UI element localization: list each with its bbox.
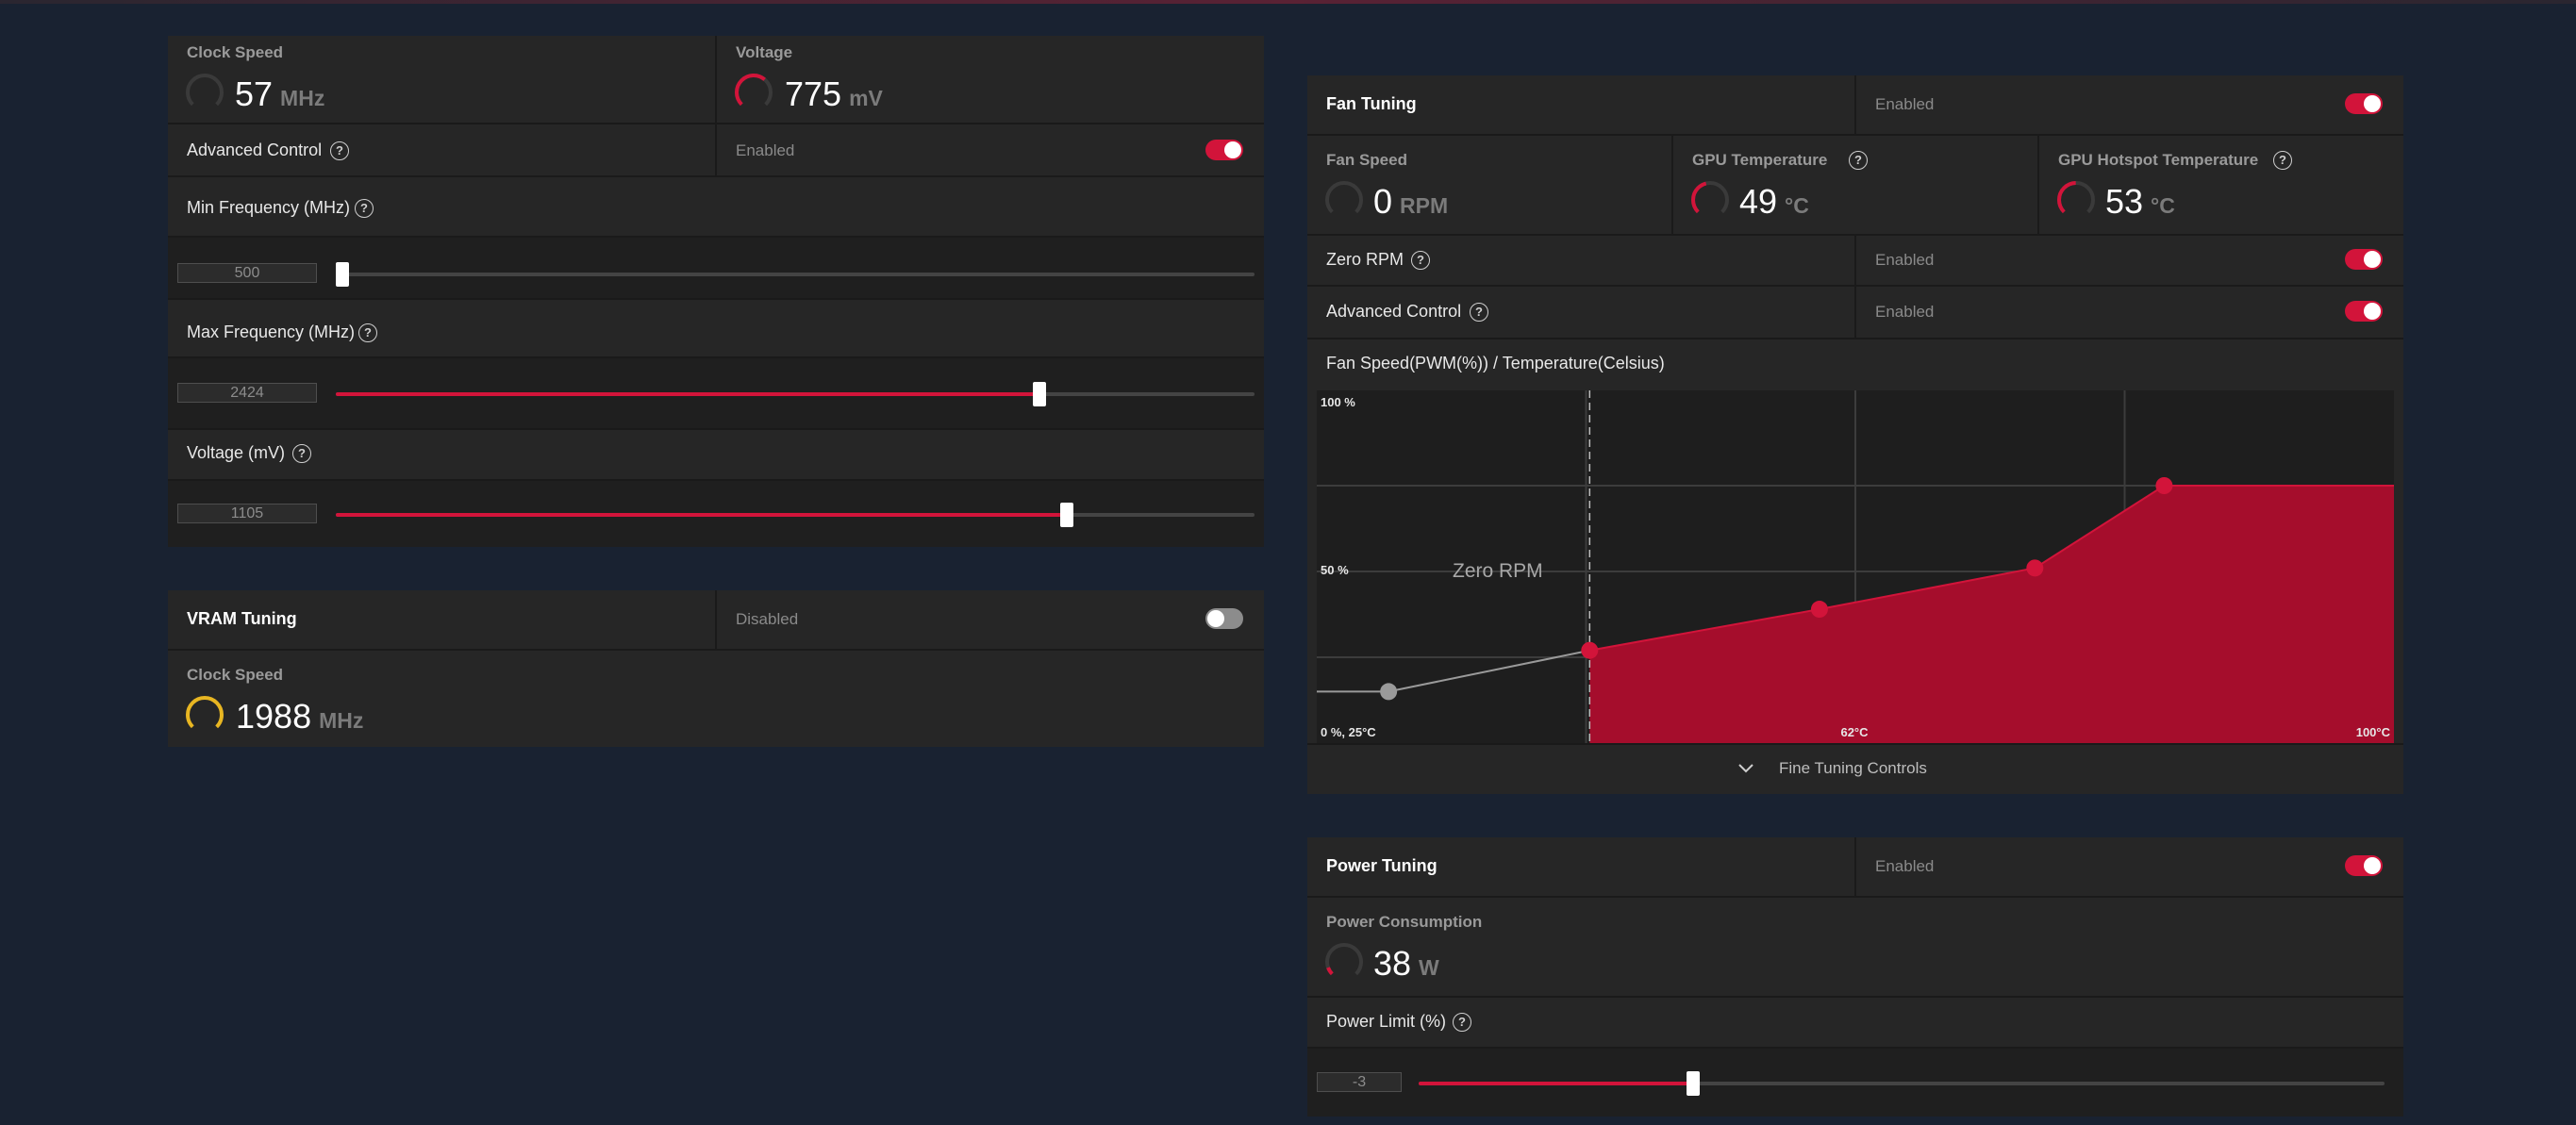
voltage-label: Voltage — [736, 43, 793, 61]
clock-speed-value: 57 MHz — [235, 74, 325, 113]
gpu-temperature-value: 49 °C — [1739, 182, 1809, 221]
vram-clock-gauge-icon — [186, 696, 224, 734]
voltage-control-input[interactable]: 1105 — [177, 504, 317, 523]
y-tick-label: 0 %, 25°C — [1321, 725, 1376, 739]
power-consumption-label: Power Consumption — [1326, 913, 1483, 931]
vram-clock-value: 1988 MHz — [236, 697, 364, 736]
zero-rpm-label: Zero RPM — [1326, 250, 1404, 269]
voltage-control-slider-thumb[interactable] — [1060, 503, 1074, 527]
power-limit-input[interactable]: -3 — [1317, 1072, 1402, 1092]
power-limit-label: Power Limit (%) — [1326, 1012, 1447, 1031]
power-tuning-toggle[interactable] — [2345, 855, 2383, 876]
voltage-control-label: Voltage (mV) — [187, 443, 286, 462]
curve-point[interactable] — [2155, 477, 2173, 494]
max-frequency-label: Max Frequency (MHz) — [187, 323, 356, 341]
advanced-control-status: Enabled — [736, 141, 795, 159]
power-tuning-panel: Power Tuning Enabled Power Consumption 3… — [1307, 837, 2403, 1117]
voltage-gauge-icon — [735, 74, 773, 111]
clock-speed-label: Clock Speed — [187, 43, 284, 61]
zero-rpm-toggle[interactable] — [2345, 249, 2383, 270]
min-frequency-slider-thumb[interactable] — [336, 262, 349, 287]
x-tick-label: 62°C — [1840, 725, 1869, 739]
max-frequency-help-icon[interactable]: ? — [358, 323, 377, 342]
voltage-control-help-icon[interactable]: ? — [292, 444, 311, 463]
fan-advanced-control-status: Enabled — [1875, 303, 1935, 321]
power-tuning-status: Enabled — [1875, 857, 1935, 875]
max-frequency-input[interactable]: 2424 — [177, 383, 317, 403]
min-frequency-help-icon[interactable]: ? — [355, 199, 374, 218]
zero-rpm-status: Enabled — [1875, 251, 1935, 269]
power-limit-help-icon[interactable]: ? — [1453, 1013, 1471, 1032]
advanced-control-label: Advanced Control — [187, 141, 323, 159]
fan-curve-chart[interactable]: 100 % 50 % 0 %, 25°C 62°C 100°C Zero RPM — [1307, 390, 2403, 743]
vram-tuning-toggle[interactable] — [1205, 608, 1243, 629]
voltage-control-fill — [336, 513, 1068, 517]
curve-point[interactable] — [1810, 601, 1828, 619]
fine-tuning-controls-button[interactable]: Fine Tuning Controls — [1779, 759, 1927, 777]
gpu-temperature-gauge-icon — [1691, 181, 1729, 219]
vram-clock-speed-label: Clock Speed — [187, 666, 284, 684]
min-frequency-input[interactable]: 500 — [177, 263, 317, 283]
advanced-control-help-icon[interactable]: ? — [330, 141, 349, 160]
clock-speed-gauge-icon — [186, 74, 224, 111]
chevron-down-icon[interactable] — [1737, 763, 1754, 774]
max-frequency-fill — [336, 392, 1040, 396]
vram-tuning-panel: VRAM Tuning Disabled Clock Speed 1988 MHz — [168, 590, 1264, 747]
min-frequency-label: Min Frequency (MHz) — [187, 198, 351, 217]
min-frequency-track[interactable] — [336, 273, 1255, 276]
gpu-tuning-panel: Clock Speed 57 MHz Voltage 775 mV Advanced… — [168, 36, 1264, 547]
vram-tuning-title: VRAM Tuning — [187, 609, 297, 628]
hotspot-temperature-label: GPU Hotspot Temperature — [2058, 151, 2259, 169]
power-consumption-value: 38 W — [1373, 944, 1439, 983]
gpu-temperature-label: GPU Temperature — [1692, 151, 1828, 169]
advanced-control-toggle[interactable] — [1205, 140, 1243, 160]
voltage-value: 775 mV — [785, 74, 883, 113]
fan-speed-gauge-icon — [1325, 181, 1363, 219]
fan-advanced-control-toggle[interactable] — [2345, 301, 2383, 322]
hotspot-temperature-help-icon[interactable]: ? — [2273, 151, 2292, 170]
fan-speed-value: 0 RPM — [1373, 182, 1449, 221]
zero-rpm-help-icon[interactable]: ? — [1411, 251, 1430, 270]
fan-speed-label: Fan Speed — [1326, 151, 1407, 169]
fan-tuning-toggle[interactable] — [2345, 93, 2383, 114]
fan-advanced-control-label: Advanced Control — [1326, 302, 1462, 321]
vram-tuning-status: Disabled — [736, 610, 799, 628]
x-tick-label: 100°C — [2356, 725, 2391, 739]
curve-point — [1380, 683, 1398, 701]
fan-tuning-panel: Fan Tuning Enabled Fan Speed 0 RPM GPU Te… — [1307, 75, 2403, 794]
fan-tuning-status: Enabled — [1875, 95, 1935, 113]
gpu-temperature-help-icon[interactable]: ? — [1849, 151, 1868, 170]
hotspot-temperature-value: 53 °C — [2105, 182, 2175, 221]
max-frequency-slider-thumb[interactable] — [1033, 382, 1047, 406]
power-limit-slider-thumb[interactable] — [1686, 1071, 1700, 1096]
top-accent-line — [0, 0, 2576, 4]
fan-tuning-title: Fan Tuning — [1326, 94, 1417, 113]
power-limit-fill — [1419, 1082, 1693, 1085]
power-tuning-title: Power Tuning — [1326, 856, 1438, 875]
power-consumption-gauge-icon — [1325, 943, 1363, 981]
y-tick-label: 100 % — [1321, 395, 1355, 409]
curve-point[interactable] — [1581, 641, 1599, 659]
fan-curve-title: Fan Speed(PWM(%)) / Temperature(Celsius) — [1326, 354, 1665, 372]
y-tick-label: 50 % — [1321, 563, 1349, 577]
curve-point[interactable] — [2026, 559, 2044, 577]
fan-curve-area — [1589, 486, 2394, 743]
hotspot-temperature-gauge-icon — [2057, 181, 2095, 219]
power-limit-track[interactable] — [1419, 1082, 2385, 1085]
fan-advanced-control-help-icon[interactable]: ? — [1470, 303, 1488, 322]
zero-rpm-zone-label: Zero RPM — [1453, 560, 1543, 582]
